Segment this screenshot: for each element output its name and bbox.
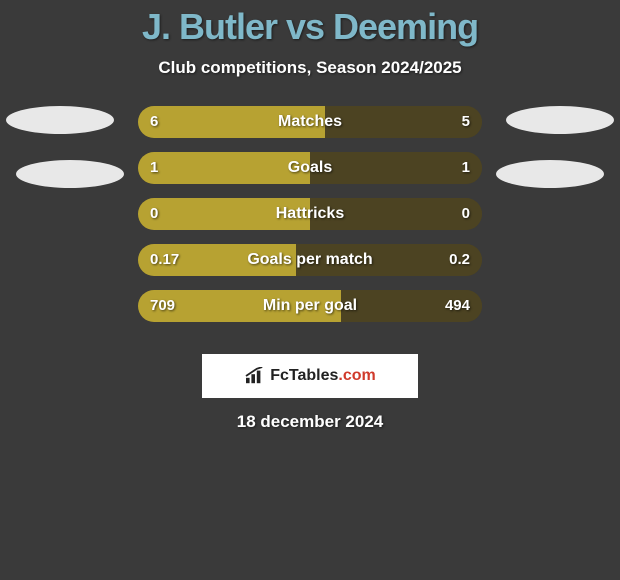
page-title: J. Butler vs Deeming <box>0 0 620 48</box>
stat-value-left: 709 <box>150 290 175 322</box>
stat-bar <box>138 152 482 184</box>
stat-bar <box>138 198 482 230</box>
bars-icon <box>244 367 266 385</box>
stat-value-right: 1 <box>462 152 470 184</box>
stat-bar <box>138 290 482 322</box>
brand-text: FcTables.com <box>270 367 376 385</box>
stat-bar-right <box>310 152 482 184</box>
brand-name: FcTables <box>270 367 338 384</box>
stat-bar-right <box>325 106 482 138</box>
stat-value-right: 0 <box>462 198 470 230</box>
stat-bar <box>138 244 482 276</box>
brand-box[interactable]: FcTables.com <box>202 354 418 398</box>
stat-value-left: 0 <box>150 198 158 230</box>
subtitle: Club competitions, Season 2024/2025 <box>0 58 620 78</box>
stat-value-left: 6 <box>150 106 158 138</box>
brand-dot: .com <box>338 367 375 384</box>
stat-value-left: 0.17 <box>150 244 179 276</box>
stat-row: 709494Min per goal <box>0 290 620 336</box>
stats-area: 65Matches11Goals00Hattricks0.170.2Goals … <box>0 106 620 336</box>
stat-bar-left <box>138 106 325 138</box>
stat-bar-right <box>310 198 482 230</box>
stat-row: 11Goals <box>0 152 620 198</box>
stat-bar-left <box>138 198 310 230</box>
stat-value-left: 1 <box>150 152 158 184</box>
stat-row: 00Hattricks <box>0 198 620 244</box>
stat-bar-left <box>138 152 310 184</box>
date-text: 18 december 2024 <box>0 412 620 432</box>
stat-value-right: 494 <box>445 290 470 322</box>
stat-value-right: 0.2 <box>449 244 470 276</box>
stat-bar <box>138 106 482 138</box>
stat-row: 65Matches <box>0 106 620 152</box>
stat-row: 0.170.2Goals per match <box>0 244 620 290</box>
stat-value-right: 5 <box>462 106 470 138</box>
